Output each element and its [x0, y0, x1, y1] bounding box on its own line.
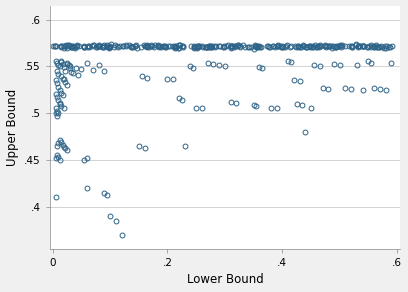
Y-axis label: Upper Bound: Upper Bound — [6, 88, 18, 166]
X-axis label: Lower Bound: Lower Bound — [186, 273, 263, 286]
